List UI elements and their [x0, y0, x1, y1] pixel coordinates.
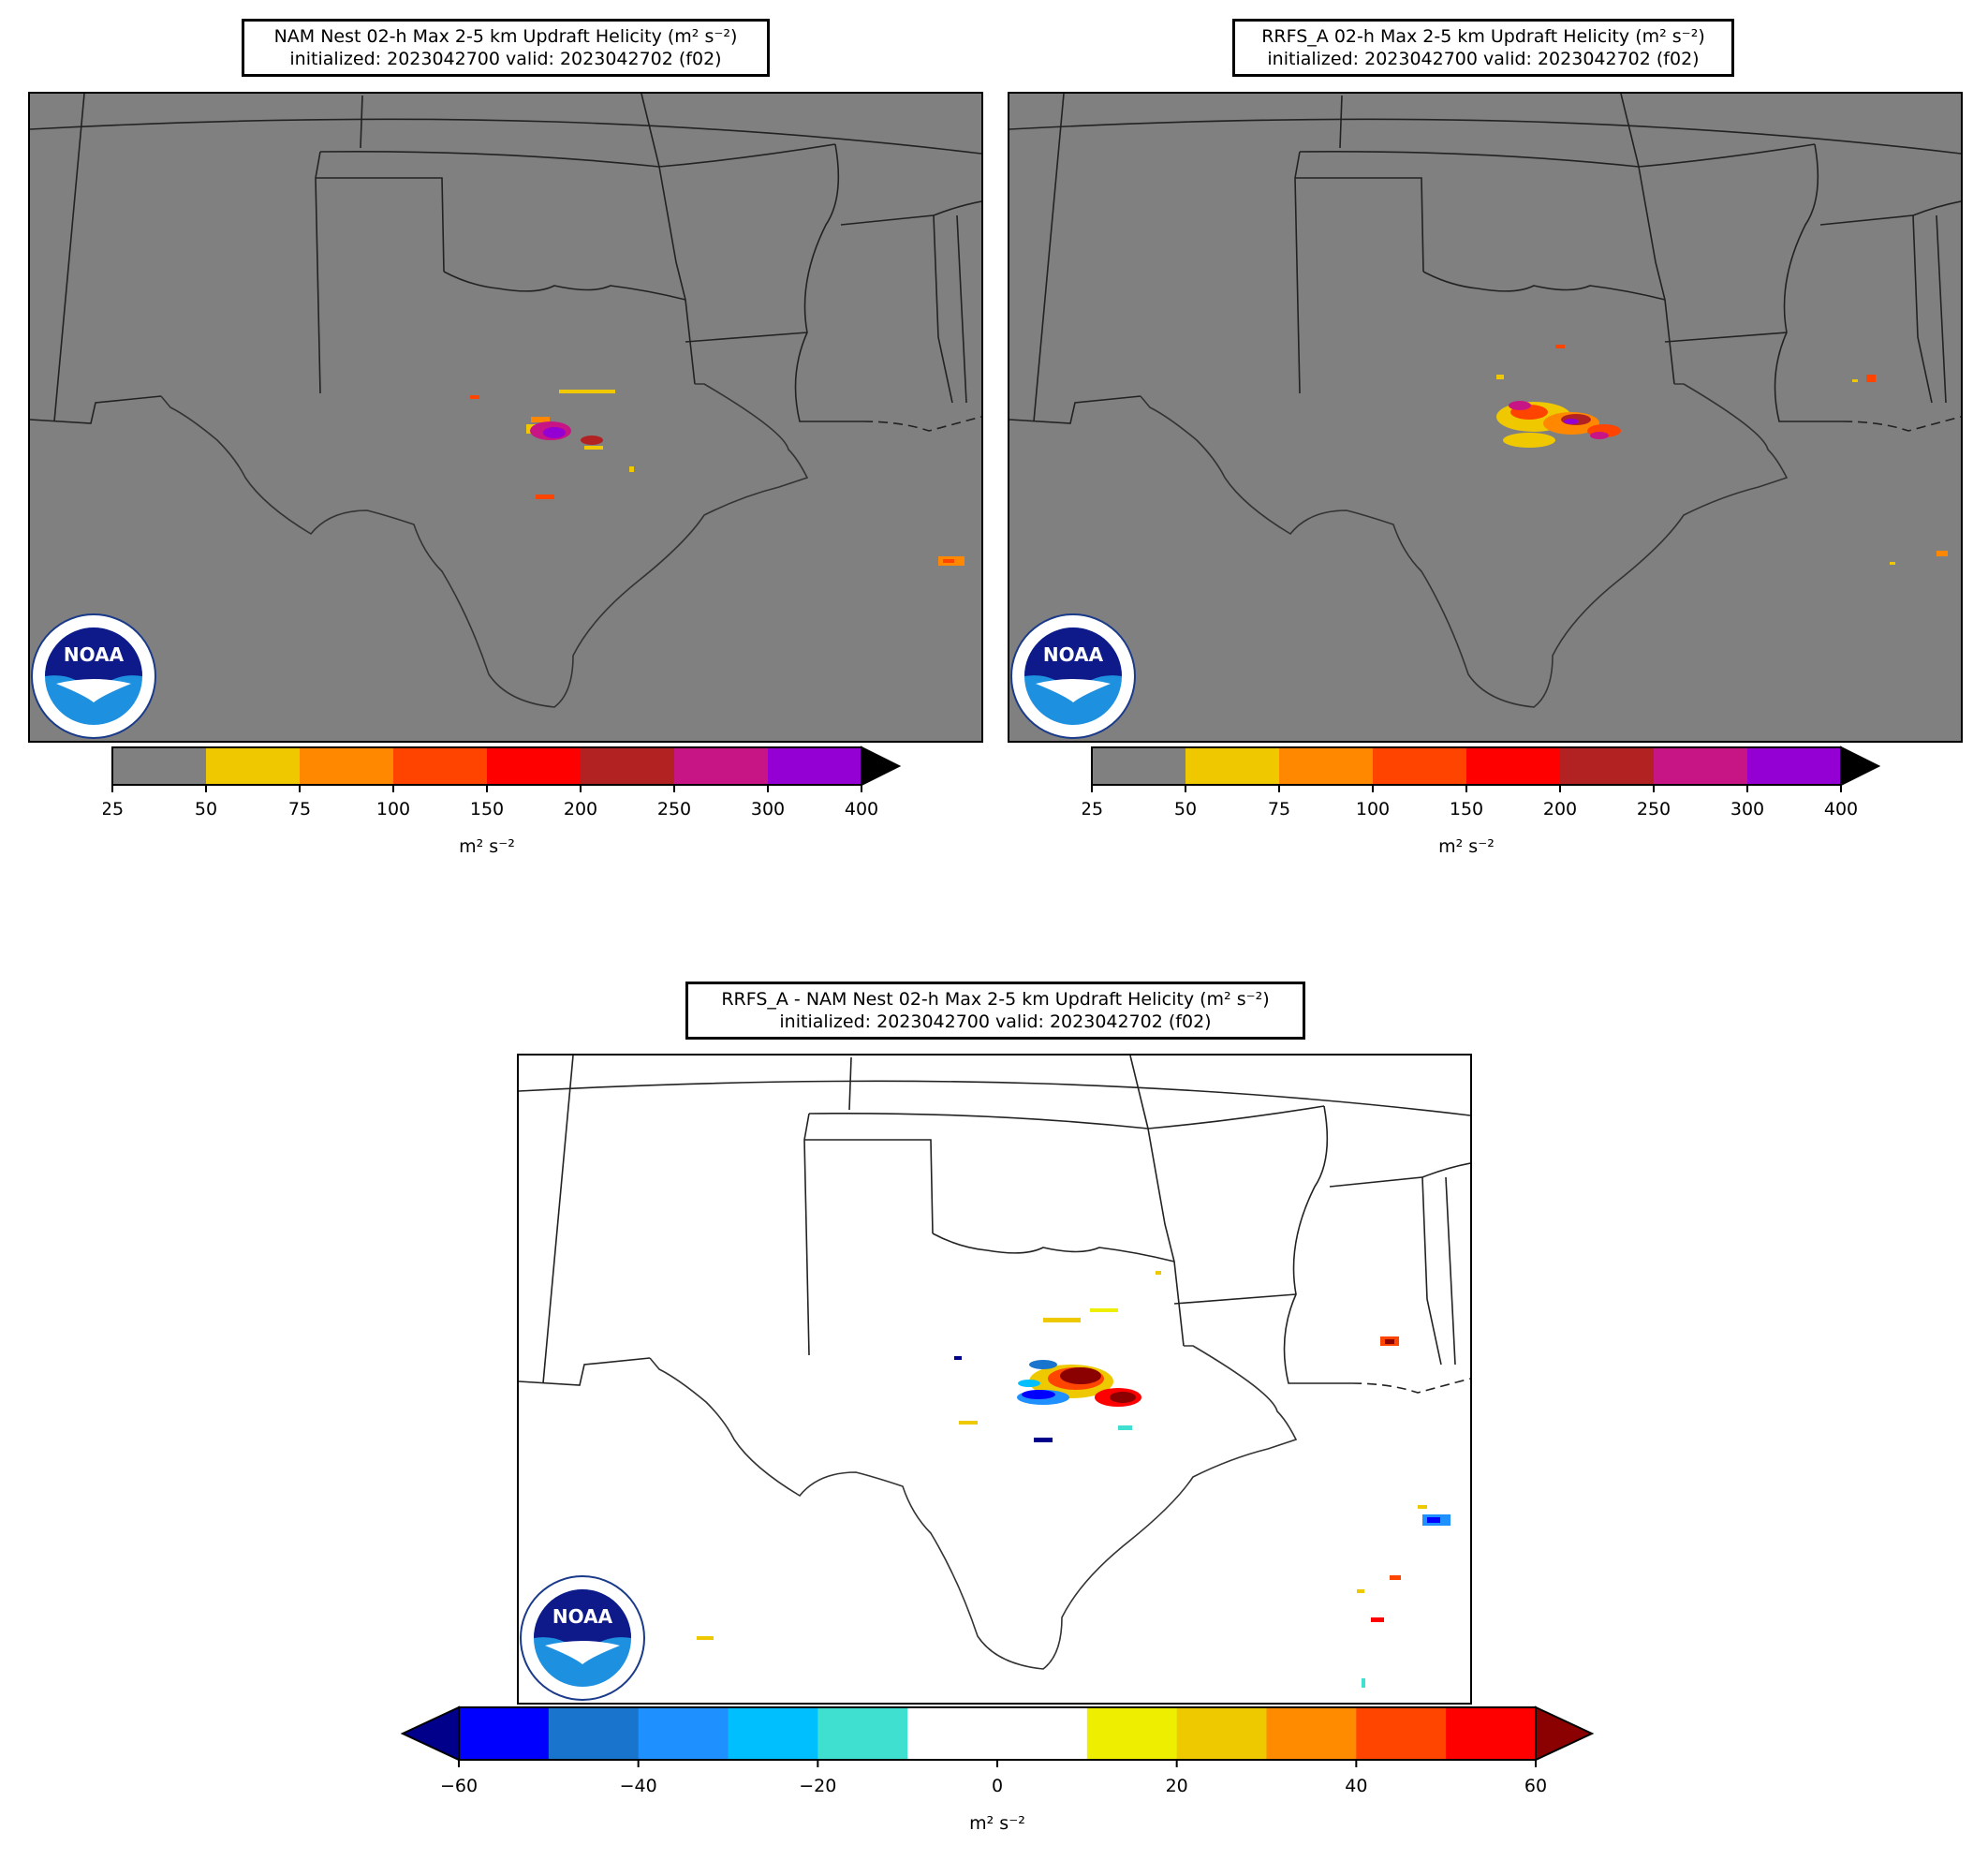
nam-colorbar: 25 50 75 100 150 200 250 300 400 m² s⁻²: [103, 746, 902, 857]
colorbar-segment: [1279, 747, 1373, 785]
colorbar-segment: [638, 1707, 729, 1760]
colorbar-tick-label: −40: [620, 1776, 657, 1796]
colorbar-tick-label: 150: [470, 799, 504, 819]
colorbar-unit-label: m² s⁻²: [1438, 836, 1495, 857]
colorbar-tick-label: 300: [751, 799, 785, 819]
colorbar-extend: [861, 746, 902, 787]
colorbar-tick-label: 250: [657, 799, 691, 819]
colorbar-tick-label: 150: [1450, 799, 1483, 819]
colorbar-segment: [817, 1707, 908, 1760]
diff-colorbar: −60 −40 −20 0 20 40 60 m² s⁻²: [400, 1705, 1595, 1834]
nam-title-line2: initialized: 2023042700 valid: 202304270…: [289, 49, 722, 69]
rrfs-uh-cells: [1496, 345, 1948, 565]
rrfs-title-line2: initialized: 2023042700 valid: 202304270…: [1267, 49, 1700, 69]
colorbar-tick-label: 60: [1524, 1776, 1547, 1796]
rrfs-title: RRFS_A 02-h Max 2-5 km Updraft Helicity …: [1232, 19, 1734, 77]
colorbar-extend-high: [1535, 1705, 1595, 1762]
colorbar-tick-label: 40: [1345, 1776, 1367, 1796]
svg-text:NOAA: NOAA: [64, 643, 125, 666]
nam-uh-cells: [470, 390, 965, 566]
colorbar-tick-label: 250: [1637, 799, 1671, 819]
colorbar-tick-label: 25: [103, 799, 124, 819]
colorbar-segment: [1373, 747, 1466, 785]
colorbar-segment: [1747, 747, 1841, 785]
colorbar-tick-label: 300: [1730, 799, 1764, 819]
colorbar-segment: [728, 1707, 818, 1760]
colorbar-tick-label: −60: [440, 1776, 478, 1796]
diff-title-line1: RRFS_A - NAM Nest 02-h Max 2-5 km Updraf…: [721, 989, 1270, 1010]
colorbar-segment: [768, 747, 861, 785]
rrfs-noaa-logo: NOAA: [1010, 613, 1136, 739]
colorbar-tick-label: 200: [1543, 799, 1577, 819]
nam-map: NOAA: [28, 92, 983, 743]
nam-title: NAM Nest 02-h Max 2-5 km Updraft Helicit…: [242, 19, 770, 77]
colorbar-segment: [206, 747, 300, 785]
colorbar-segment: [997, 1707, 1088, 1760]
rrfs-map: NOAA: [1008, 92, 1963, 743]
colorbar-segment: [1560, 747, 1654, 785]
nam-title-line1: NAM Nest 02-h Max 2-5 km Updraft Helicit…: [273, 26, 738, 47]
svg-text:NOAA: NOAA: [1043, 643, 1104, 666]
nam-noaa-logo: NOAA: [31, 613, 156, 739]
colorbar-tick-label: 25: [1082, 799, 1103, 819]
colorbar-extend-low: [400, 1705, 460, 1762]
colorbar-tick-label: 100: [1356, 799, 1390, 819]
diff-title: RRFS_A - NAM Nest 02-h Max 2-5 km Updraf…: [685, 982, 1305, 1040]
colorbar-extend: [1840, 746, 1881, 787]
colorbar-segment: [459, 1707, 550, 1760]
colorbar-segment: [1446, 1707, 1537, 1760]
colorbar-tick-label: 200: [564, 799, 597, 819]
colorbar-segment: [1185, 747, 1279, 785]
diff-noaa-logo: NOAA: [520, 1575, 645, 1701]
colorbar-segment: [548, 1707, 640, 1760]
colorbar-tick-label: 100: [376, 799, 410, 819]
colorbar-tick-label: 50: [195, 799, 217, 819]
colorbar-segment: [112, 747, 206, 785]
diff-map: NOAA: [517, 1054, 1472, 1705]
colorbar-segment: [1356, 1707, 1447, 1760]
colorbar-segment: [1086, 1707, 1178, 1760]
diff-uh-cells: [697, 1271, 1451, 1688]
colorbar-segment: [300, 747, 393, 785]
colorbar-segment: [1654, 747, 1747, 785]
colorbar-unit-label: m² s⁻²: [969, 1813, 1025, 1834]
colorbar-segment: [674, 747, 768, 785]
colorbar-tick-label: 400: [845, 799, 878, 819]
colorbar-segment: [1092, 747, 1185, 785]
colorbar-segment: [1176, 1707, 1267, 1760]
colorbar-segment: [1266, 1707, 1357, 1760]
rrfs-colorbar: 25 50 75 100 150 200 250 300 400 m² s⁻²: [1082, 746, 1881, 857]
colorbar-tick-label: 400: [1824, 799, 1858, 819]
colorbar-tick-label: 50: [1174, 799, 1197, 819]
colorbar-tick-label: 75: [1268, 799, 1290, 819]
diff-title-line2: initialized: 2023042700 valid: 202304270…: [779, 1011, 1212, 1032]
rrfs-title-line1: RRFS_A 02-h Max 2-5 km Updraft Helicity …: [1261, 26, 1705, 47]
colorbar-unit-label: m² s⁻²: [459, 836, 515, 857]
colorbar-segment: [1466, 747, 1560, 785]
svg-text:NOAA: NOAA: [552, 1605, 613, 1628]
colorbar-tick-label: 75: [288, 799, 311, 819]
colorbar-segment: [581, 747, 674, 785]
colorbar-segment: [393, 747, 487, 785]
colorbar-segment: [487, 747, 581, 785]
colorbar-tick-label: −20: [799, 1776, 836, 1796]
colorbar-tick-label: 20: [1166, 1776, 1188, 1796]
colorbar-tick-label: 0: [992, 1776, 1003, 1796]
colorbar-segment: [907, 1707, 998, 1760]
